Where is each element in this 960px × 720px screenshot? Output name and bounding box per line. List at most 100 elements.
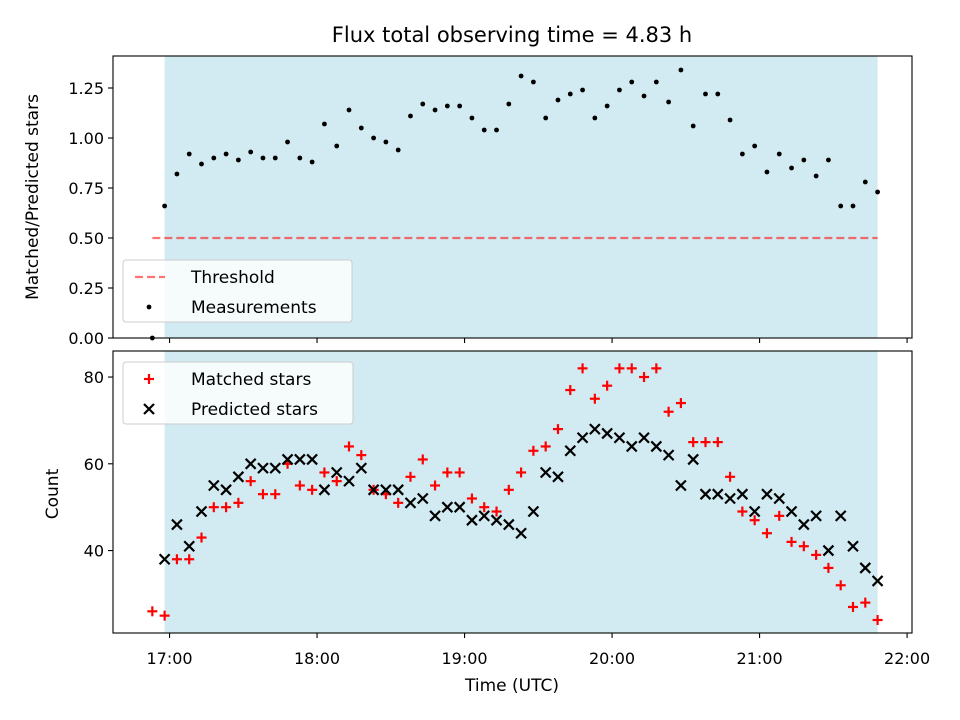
predicted-point [220, 484, 232, 496]
series-measurements [149, 67, 880, 341]
legend-box [122, 361, 354, 425]
measurement-point [555, 97, 561, 103]
matched-point [294, 480, 305, 491]
measurement-point [432, 107, 438, 113]
x-tick-label: 22:00 [884, 649, 930, 668]
measurement-point [457, 103, 463, 109]
predicted-point-b [687, 453, 699, 466]
predicted-point-b [490, 514, 503, 526]
matched-point [786, 536, 797, 547]
predicted-point [453, 501, 466, 513]
predicted-point-b [773, 492, 786, 505]
measurement-point [875, 189, 880, 195]
predicted-point [404, 497, 417, 509]
predicted-point-b [761, 488, 773, 500]
measurement-point [530, 79, 536, 85]
top-ylabel: Matched/Predicted stars [23, 94, 43, 300]
predicted-point [810, 510, 822, 522]
predicted-point [712, 488, 724, 500]
measurement-point [395, 147, 401, 153]
predicted-point-b [625, 440, 638, 453]
matched-point [159, 610, 170, 621]
predicted-point [343, 475, 355, 487]
predicted-point-b [810, 510, 822, 522]
predicted-point-b [650, 440, 663, 453]
predicted-point-b [515, 527, 527, 539]
measurement-point [235, 157, 241, 163]
predicted-point-b [416, 492, 429, 505]
predicted-point [613, 431, 626, 444]
measurement-point [629, 79, 635, 85]
measurement-point [383, 139, 389, 145]
measurement-point [174, 171, 180, 177]
matched-point [356, 450, 367, 461]
measurement-point [518, 73, 524, 79]
legend-predicted-swatch [143, 403, 155, 415]
bottom-panel: Count Time (UTC) 40 60 80 17:00 18:00 19:00 20… [43, 350, 930, 696]
predicted-point-b [539, 466, 552, 479]
predicted-point-b [662, 449, 675, 461]
predicted-point-b [503, 518, 515, 531]
matched-point [798, 541, 809, 552]
measurement-point [592, 115, 598, 121]
matched-point [307, 484, 318, 495]
measurement-point [543, 115, 549, 121]
predicted-point-b [859, 562, 872, 574]
y-tick-label: 0.75 [68, 179, 104, 198]
measurement-point [358, 125, 364, 131]
predicted-point-b [343, 475, 355, 487]
predicted-point-b [306, 453, 318, 466]
measurement-point [789, 165, 794, 171]
matched-point [552, 424, 563, 435]
bottom-xlabel: Time (UTC) [464, 676, 559, 696]
predicted-point [601, 427, 613, 440]
predicted-point-b [244, 458, 257, 470]
matched-point [725, 471, 736, 482]
measurement-point [862, 179, 868, 185]
measurement-point [494, 127, 499, 133]
predicted-point [281, 453, 294, 466]
measurement-point [211, 155, 217, 161]
predicted-point [269, 462, 282, 474]
legend: Matched stars Predicted stars [122, 361, 354, 425]
matched-point [577, 363, 588, 374]
predicted-point [158, 553, 171, 566]
predicted-point [675, 479, 687, 492]
predicted-point [576, 431, 589, 444]
predicted-point [589, 423, 601, 435]
legend-predicted-b [143, 403, 155, 415]
predicted-point [662, 449, 675, 461]
predicted-point-b [158, 553, 171, 566]
measurement-point [801, 157, 807, 163]
predicted-point [724, 492, 736, 505]
matched-point [528, 445, 539, 456]
axes-frame [112, 350, 913, 634]
chart-title: Flux total observing time = 4.83 h [332, 23, 692, 47]
predicted-point [736, 488, 749, 500]
y-tick-label: 1.25 [68, 79, 104, 98]
measurement-point [285, 139, 290, 145]
measurement-point [764, 169, 770, 175]
measurement-point [334, 143, 340, 149]
measurement-point [739, 151, 745, 157]
measurement-point [248, 149, 254, 155]
predicted-point-b [220, 484, 232, 496]
measurement-point [727, 117, 733, 123]
measurement-point [641, 93, 647, 99]
measurement-point [186, 151, 192, 157]
matched-point [639, 372, 650, 383]
matched-point [737, 506, 748, 517]
measurement-point [506, 101, 512, 107]
matched-point [614, 363, 625, 374]
matched-point [700, 437, 711, 448]
predicted-point-b [675, 479, 687, 492]
y-tick-label: 0.00 [68, 329, 104, 348]
legend-box [122, 259, 353, 323]
predicted-point [232, 471, 245, 483]
matched-point [319, 467, 330, 478]
matched-point [221, 502, 232, 513]
matched-point [245, 476, 256, 487]
matched-point [147, 606, 158, 617]
predicted-point-b [466, 514, 478, 526]
measurement-point [567, 91, 573, 97]
